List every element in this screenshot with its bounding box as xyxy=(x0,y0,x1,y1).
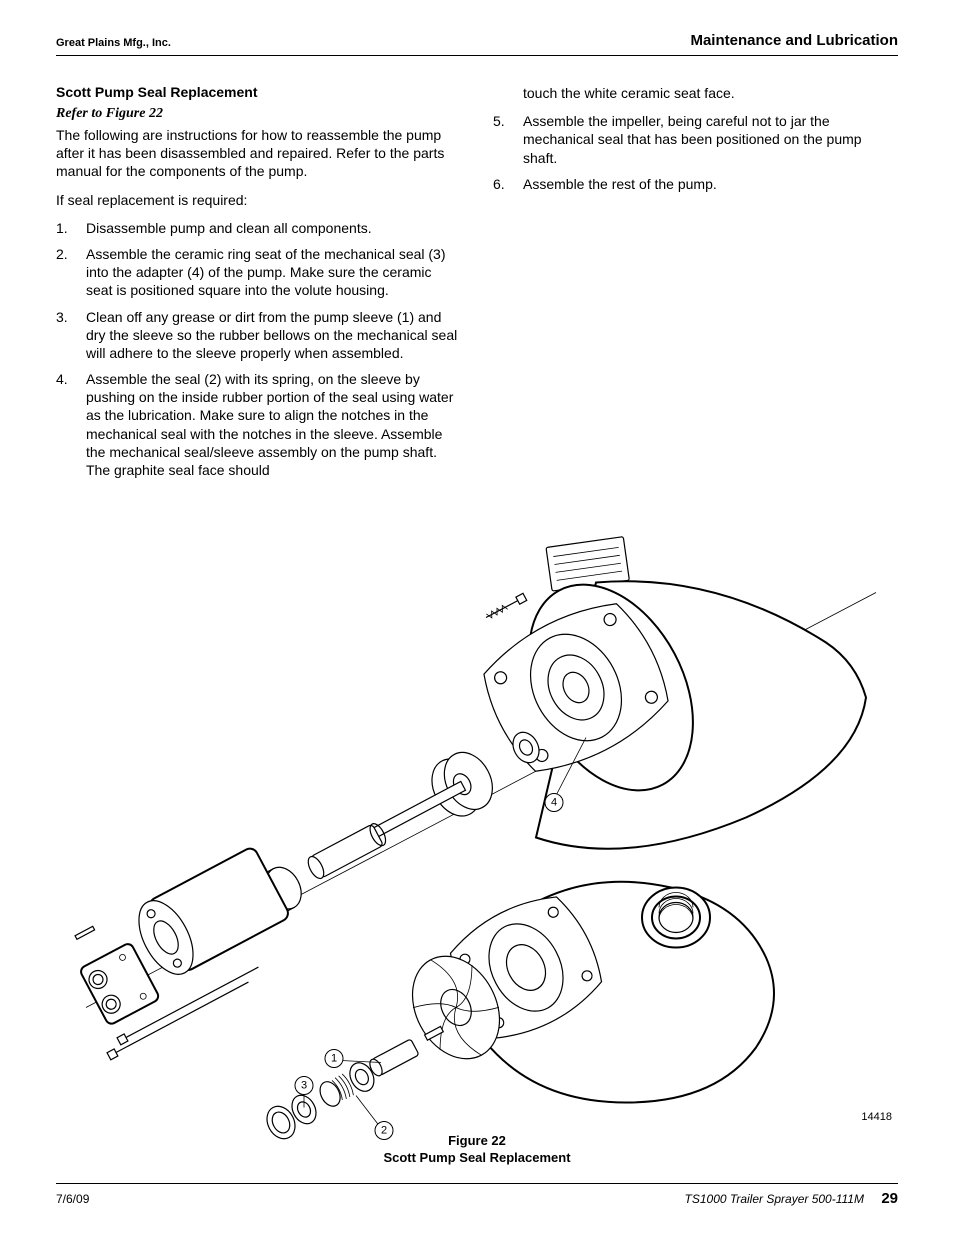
callout-1: 1 xyxy=(331,1053,337,1065)
footer-date: 7/6/09 xyxy=(56,1192,89,1206)
hydraulic-motor xyxy=(75,846,291,1060)
figure-caption-line2: Scott Pump Seal Replacement xyxy=(383,1150,570,1165)
figure-22-exploded-view: 4 1 3 2 xyxy=(56,535,898,1140)
company-name: Great Plains Mfg., Inc. xyxy=(56,37,171,49)
figure-caption-line1: Figure 22 xyxy=(448,1133,506,1148)
footer-doc: TS1000 Trailer Sprayer 500-111M 29 xyxy=(685,1190,898,1207)
pump-exploded-diagram: 4 1 3 2 xyxy=(56,535,898,1140)
callout-3: 3 xyxy=(301,1080,307,1092)
page-number: 29 xyxy=(881,1190,898,1207)
motor-housing xyxy=(469,537,866,849)
left-column: Scott Pump Seal Replacement Refer to Fig… xyxy=(56,84,461,487)
step-item: Clean off any grease or dirt from the pu… xyxy=(56,308,461,363)
subsection-heading: Scott Pump Seal Replacement xyxy=(56,84,461,100)
steps-list-right: Assemble the impeller, being careful not… xyxy=(493,112,898,193)
page-header: Great Plains Mfg., Inc. Maintenance and … xyxy=(56,32,898,49)
step-item: Assemble the rest of the pump. xyxy=(493,175,898,193)
figure-reference: Refer to Figure 22 xyxy=(56,106,461,122)
lead-line: If seal replacement is required: xyxy=(56,191,461,209)
content-columns: Scott Pump Seal Replacement Refer to Fig… xyxy=(56,84,898,487)
section-title: Maintenance and Lubrication xyxy=(690,32,898,49)
step-item: Assemble the seal (2) with its spring, o… xyxy=(56,370,461,479)
step-item: Disassemble pump and clean all component… xyxy=(56,219,461,237)
mechanical-seal xyxy=(315,1059,379,1112)
step-item: Assemble the ceramic ring seat of the me… xyxy=(56,245,461,300)
header-rule xyxy=(56,55,898,56)
figure-id: 14418 xyxy=(861,1111,892,1123)
figure-caption: Figure 22 Scott Pump Seal Replacement xyxy=(0,1133,954,1167)
steps-list-left: Disassemble pump and clean all component… xyxy=(56,219,461,479)
intro-paragraph: The following are instructions for how t… xyxy=(56,126,461,181)
footer-doc-text: TS1000 Trailer Sprayer 500-111M xyxy=(685,1192,864,1206)
page-footer: 7/6/09 TS1000 Trailer Sprayer 500-111M 2… xyxy=(56,1183,898,1207)
right-column: touch the white ceramic seat face. Assem… xyxy=(493,84,898,487)
step-item: Assemble the impeller, being careful not… xyxy=(493,112,898,167)
callout-4: 4 xyxy=(551,797,557,809)
step-continuation: touch the white ceramic seat face. xyxy=(493,84,898,102)
